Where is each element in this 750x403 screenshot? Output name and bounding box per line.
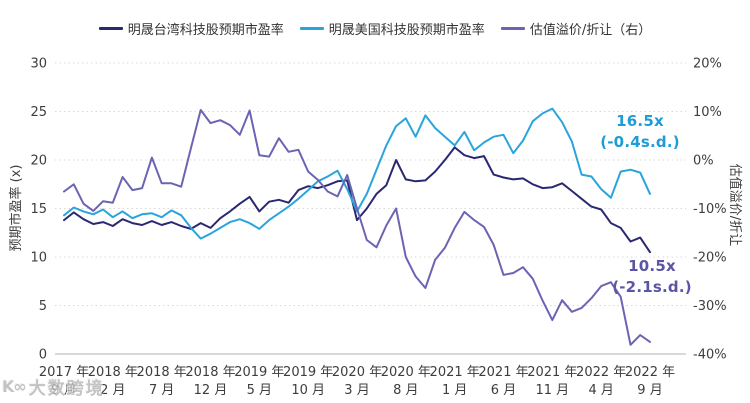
legend-item-us-pe: 明晟美国科技股预期市盈率: [299, 19, 485, 38]
annotation-us-pe-sd: (-0.4s.d.): [600, 133, 680, 151]
legend-item-premium: 估值溢价/折让（右）: [500, 19, 652, 38]
y-axis-label-right: 估值溢价/折让: [727, 163, 742, 247]
svg-text:0: 0: [39, 348, 47, 363]
legend-line-swatch-us: [299, 26, 324, 30]
svg-text:2022 年: 2022 年: [625, 365, 675, 380]
svg-text:25: 25: [30, 105, 47, 120]
svg-text:-20%: -20%: [693, 251, 727, 266]
svg-text:10: 10: [30, 251, 47, 266]
annotation-taiwan-pe-sd: (-2.1s.d.): [612, 278, 692, 296]
svg-text:2021 年: 2021 年: [430, 365, 480, 380]
svg-text:9 月: 9 月: [51, 383, 76, 398]
legend-line-swatch-taiwan: [98, 26, 123, 30]
svg-text:2021 年: 2021 年: [527, 365, 577, 380]
svg-text:2022 年: 2022 年: [576, 365, 626, 380]
svg-text:-10%: -10%: [693, 202, 727, 217]
svg-text:10 月: 10 月: [291, 383, 325, 398]
legend-item-taiwan-pe: 明晟台湾科技股预期市盈率: [98, 19, 284, 38]
svg-text:30: 30: [30, 57, 47, 72]
svg-text:11 月: 11 月: [535, 383, 569, 398]
svg-text:20%: 20%: [693, 57, 722, 72]
y-axis-label-left: 预期市盈率 (x): [9, 164, 24, 252]
svg-text:-30%: -30%: [693, 299, 727, 314]
svg-text:2018 年: 2018 年: [88, 365, 138, 380]
svg-text:9 月: 9 月: [637, 383, 662, 398]
annotation-taiwan-pe: 10.5x (-2.1s.d.): [596, 256, 708, 298]
svg-text:20: 20: [30, 154, 47, 169]
svg-text:2020 年: 2020 年: [381, 365, 431, 380]
svg-text:4 月: 4 月: [588, 383, 613, 398]
legend-line-swatch-premium: [500, 26, 525, 30]
svg-text:2018 年: 2018 年: [185, 365, 235, 380]
svg-text:1 月: 1 月: [442, 383, 467, 398]
svg-text:8 月: 8 月: [393, 383, 418, 398]
svg-text:2021 年: 2021 年: [478, 365, 528, 380]
legend-label: 估值溢价/折让（右）: [529, 22, 652, 38]
svg-text:0%: 0%: [693, 154, 714, 169]
svg-text:10%: 10%: [693, 105, 722, 120]
watermark-text: 大数跨境: [28, 379, 105, 399]
legend-label: 明晟台湾科技股预期市盈率: [127, 22, 284, 38]
svg-text:2017 年: 2017 年: [39, 365, 89, 380]
svg-text:2018 年: 2018 年: [137, 365, 187, 380]
svg-text:5 月: 5 月: [247, 383, 272, 398]
svg-text:2 月: 2 月: [100, 383, 125, 398]
annotation-us-pe: 16.5x (-0.4s.d.): [584, 111, 696, 153]
watermark: K∞ 大数跨境: [2, 374, 105, 399]
svg-text:2020 年: 2020 年: [332, 365, 382, 380]
svg-text:3 月: 3 月: [344, 383, 369, 398]
svg-text:5: 5: [39, 299, 47, 314]
legend-label: 明晟美国科技股预期市盈率: [328, 22, 485, 38]
annotation-taiwan-pe-value: 10.5x: [628, 257, 676, 275]
annotation-us-pe-value: 16.5x: [616, 112, 664, 130]
svg-text:15: 15: [30, 202, 47, 217]
svg-text:7 月: 7 月: [149, 383, 174, 398]
svg-text:-40%: -40%: [693, 348, 727, 363]
svg-text:12 月: 12 月: [194, 383, 228, 398]
svg-text:2019 年: 2019 年: [234, 365, 284, 380]
chart-legend: 明晟台湾科技股预期市盈率 明晟美国科技股预期市盈率 估值溢价/折让（右）: [0, 18, 750, 38]
watermark-logo: K∞: [2, 377, 27, 396]
svg-text:2019 年: 2019 年: [283, 365, 333, 380]
svg-text:6 月: 6 月: [491, 383, 516, 398]
